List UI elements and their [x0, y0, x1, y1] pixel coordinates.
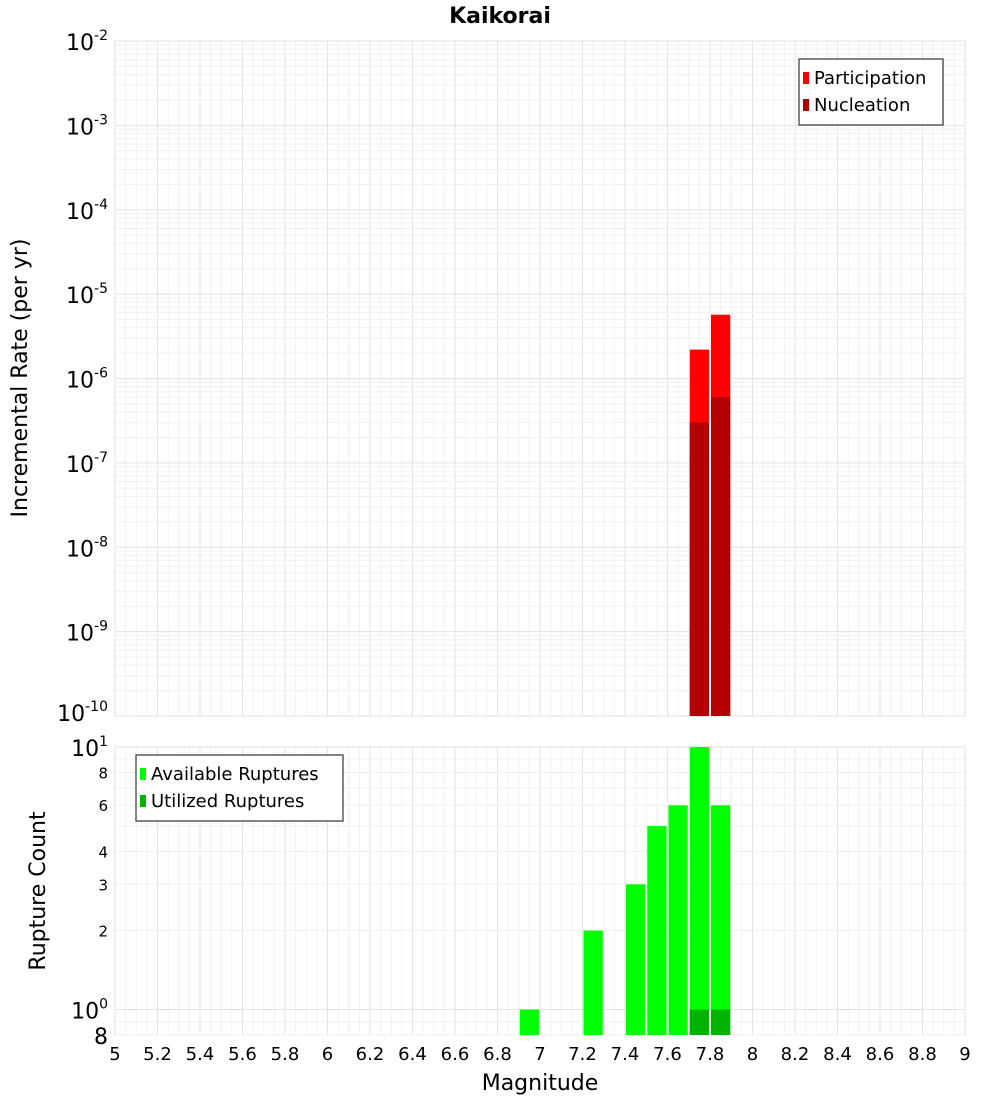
- x-tick-label: 5.4: [186, 1044, 215, 1065]
- x-tick-label: 5.8: [271, 1044, 300, 1065]
- chart-title: Kaikorai: [449, 4, 551, 29]
- y-tick-label: 10-2: [66, 28, 108, 56]
- bar-available-ruptures: [711, 805, 731, 1035]
- x-tick-label: 7: [534, 1044, 545, 1065]
- y-tick-label: 10-9: [66, 619, 108, 647]
- x-tick-label: 6.6: [441, 1044, 470, 1065]
- x-tick-label: 5.6: [228, 1044, 257, 1065]
- bar-utilized-ruptures: [711, 1009, 731, 1035]
- x-tick-label: 7.4: [611, 1044, 640, 1065]
- count-y-axis-label: Rupture Count: [26, 811, 51, 971]
- x-tick-label: 6.4: [398, 1044, 427, 1065]
- bar-available-ruptures: [647, 826, 667, 1035]
- x-tick-label: 6.2: [356, 1044, 385, 1065]
- y-tick-label: 2: [98, 923, 108, 941]
- rate-grid: [114, 40, 966, 717]
- x-tick-label: 6: [322, 1044, 333, 1065]
- x-tick-label: 8.2: [781, 1044, 810, 1065]
- y-tick-label: 3: [98, 876, 108, 894]
- rate-legend: Participation Nucleation: [798, 58, 944, 126]
- y-tick-label: 101: [71, 734, 108, 762]
- y-tick-label: 100: [71, 997, 108, 1025]
- x-tick-label: 8.6: [866, 1044, 895, 1065]
- y-tick-label: 10-7: [66, 450, 108, 478]
- y-tick-label: 4: [98, 843, 108, 861]
- x-tick-label: 8.8: [908, 1044, 937, 1065]
- bar-available-ruptures: [626, 884, 646, 1035]
- y-tick-label: 10-6: [66, 366, 108, 394]
- y-tick-label: 10-3: [66, 112, 108, 140]
- y-tick-label: 6: [98, 797, 108, 815]
- bar-utilized-ruptures: [689, 1009, 709, 1035]
- rate-bars: [689, 314, 731, 716]
- legend-label: Utilized Ruptures: [151, 791, 304, 812]
- x-tick-label: 7.6: [653, 1044, 682, 1065]
- bar-available-ruptures: [668, 805, 688, 1035]
- x-tick-label: 5: [109, 1044, 120, 1065]
- x-axis-label: Magnitude: [482, 1071, 599, 1096]
- bar-available-ruptures: [519, 1009, 539, 1035]
- bar-nucleation: [689, 422, 709, 716]
- count-bars: [519, 747, 731, 1035]
- x-tick-label: 8: [747, 1044, 758, 1065]
- y-tick-label: 10-8: [66, 534, 108, 562]
- rate-y-axis-label: Incremental Rate (per yr): [8, 239, 33, 518]
- y-tick-label: 10-5: [66, 281, 108, 309]
- x-tick-label: 8.4: [823, 1044, 852, 1065]
- y-tick-label: 8: [98, 764, 108, 782]
- x-tick-label: 7.8: [696, 1044, 725, 1065]
- bar-nucleation: [711, 397, 731, 716]
- y-tick-label: 10-10: [57, 699, 108, 727]
- x-tick-label: 9: [959, 1044, 970, 1065]
- x-ticks: 5 5.2 5.4 5.6 5.8 6 6.2 6.4 6.6 6.8 7 7.2 7.4 7.6 7.8 8…: [109, 1044, 970, 1065]
- x-tick-label: 7.2: [568, 1044, 597, 1065]
- bar-available-ruptures: [583, 930, 603, 1035]
- count-legend: Available Ruptures Utilized Ruptures: [135, 754, 344, 822]
- legend-swatch: [803, 99, 809, 111]
- legend-label: Nucleation: [814, 95, 910, 116]
- legend-box: [798, 58, 944, 126]
- legend-label: Available Ruptures: [151, 764, 319, 785]
- x-tick-label: 5.2: [143, 1044, 172, 1065]
- rate-y-ticks: 10-2 10-3 10-4 10-5 10-6 10-7 10-8 10-9 10-10: [57, 28, 108, 727]
- y-tick-label: 10-4: [66, 197, 108, 225]
- legend-swatch: [140, 795, 146, 807]
- legend-label: Participation: [814, 68, 926, 89]
- y-tick-label: 8: [94, 1025, 108, 1050]
- legend-swatch: [140, 768, 146, 780]
- legend-box: [135, 754, 344, 822]
- rate-panel: 10-2 10-3 10-4 10-5 10-6 10-7 10-8 10-9 10-10 In…: [8, 28, 966, 727]
- x-tick-label: 6.8: [483, 1044, 512, 1065]
- legend-swatch: [803, 72, 809, 84]
- bar-available-ruptures: [689, 747, 709, 1035]
